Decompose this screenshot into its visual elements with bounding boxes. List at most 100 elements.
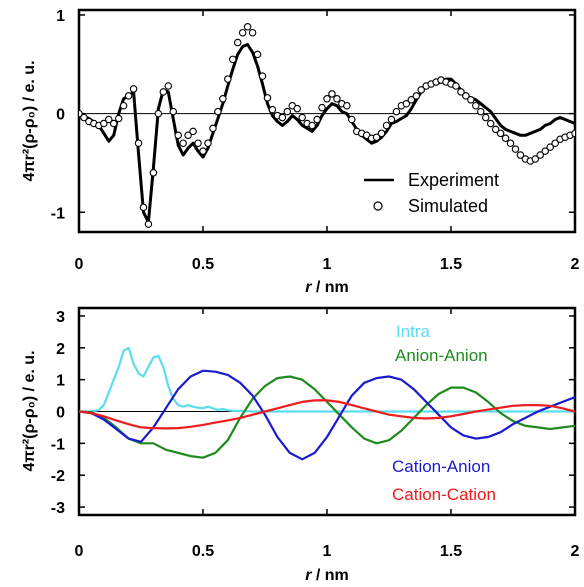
y-axis-title: 4πr²(ρ-ρ₀) / e. u. — [21, 60, 38, 181]
data-point-simulated — [114, 114, 123, 123]
data-point-simulated — [348, 115, 356, 124]
data-point-simulated — [402, 99, 411, 108]
series-line-cation-anion — [79, 369, 575, 461]
data-point-simulated — [541, 147, 549, 155]
data-point-simulated — [298, 113, 306, 122]
data-point-simulated — [129, 85, 138, 93]
y-tick-label: 1 — [56, 373, 65, 390]
data-point-simulated — [164, 82, 173, 90]
legend: Experiment Simulated — [364, 170, 499, 216]
data-point-simulated — [214, 107, 222, 116]
data-point-simulated — [511, 145, 520, 153]
data-point-simulated — [219, 95, 227, 103]
data-point-simulated — [551, 139, 559, 147]
data-point-simulated — [536, 151, 545, 159]
data-point-simulated — [159, 88, 168, 96]
x-tick-label: 0 — [75, 256, 84, 273]
data-point-simulated — [412, 92, 421, 100]
data-point-simulated — [407, 96, 416, 104]
x-tick-label: 2 — [571, 543, 580, 560]
y-axis-title: 4πr²(ρ-ρ₀) / e. u. — [21, 350, 38, 471]
data-point-simulated — [224, 75, 232, 83]
x-tick-label: 1 — [323, 256, 332, 273]
data-point-simulated — [486, 119, 495, 128]
x-tick-label: 0.5 — [192, 543, 214, 560]
data-point-simulated — [477, 107, 485, 116]
x-tick-label: 0.5 — [192, 256, 214, 273]
data-point-simulated — [149, 169, 158, 177]
x-tick-label: 1.5 — [440, 543, 462, 560]
data-point-simulated — [124, 92, 133, 100]
y-tick-label: 0 — [56, 107, 65, 124]
data-point-simulated — [546, 143, 554, 151]
data-point-simulated — [452, 82, 460, 90]
x-tick-label: 2 — [571, 256, 580, 273]
y-tick-label: 1 — [56, 8, 65, 25]
chart-panel-2: 0 0.5 1 1.5 2 -3 -2 -1 0 1 2 3 r / nm 4πr²(ρ-ρ₀) / e.… — [21, 306, 580, 584]
data-point-simulated — [481, 113, 490, 122]
data-point-simulated — [169, 107, 177, 116]
data-point-simulated — [328, 90, 336, 98]
data-point-simulated — [105, 115, 113, 124]
data-point-simulated — [293, 104, 301, 113]
y-tick-label: 3 — [56, 309, 65, 326]
data-point-simulated — [248, 28, 257, 37]
data-point-simulated — [194, 139, 202, 147]
data-point-simulated — [516, 151, 525, 159]
data-point-simulated — [392, 107, 401, 116]
data-point-simulated — [506, 139, 515, 147]
data-point-simulated — [100, 119, 108, 128]
data-point-simulated — [278, 113, 287, 122]
series-label: Anion-Anion — [395, 346, 488, 365]
data-point-simulated — [333, 95, 341, 103]
legend-marker-simulated — [373, 201, 383, 211]
x-tick-label: 1 — [323, 543, 332, 560]
data-point-simulated — [387, 115, 396, 124]
series-line-experiment — [79, 43, 575, 224]
data-point-simulated — [263, 94, 272, 102]
data-point-simulated — [233, 38, 242, 47]
y-tick-label: 0 — [56, 405, 65, 422]
data-point-simulated — [496, 129, 505, 138]
data-point-simulated — [258, 72, 267, 80]
x-tick-label: 0 — [75, 543, 84, 560]
data-point-simulated — [109, 119, 118, 128]
x-tick-label: 1.5 — [440, 256, 462, 273]
plot-frame — [77, 8, 577, 234]
data-point-simulated — [377, 129, 386, 138]
data-point-simulated — [531, 155, 540, 163]
series-label: Intra — [396, 322, 431, 341]
x-axis-title: r / nm — [305, 567, 349, 584]
series-label: Cation-Anion — [392, 457, 490, 476]
y-tick-label: -3 — [51, 500, 65, 517]
data-point-simulated — [179, 139, 187, 147]
y-tick-label: -2 — [51, 468, 65, 485]
data-point-simulated — [268, 105, 277, 114]
series-line-anion-anion — [79, 375, 575, 459]
data-point-simulated — [467, 96, 475, 104]
data-point-simulated — [571, 129, 575, 138]
y-tick-label: -1 — [51, 205, 65, 222]
x-axis-title: r / nm — [305, 279, 349, 296]
data-point-simulated — [238, 28, 247, 37]
y-tick-label: 2 — [56, 341, 65, 358]
data-point-simulated — [313, 115, 321, 124]
series-label: Cation-Cation — [392, 485, 496, 504]
data-point-simulated — [184, 131, 192, 140]
data-point-simulated — [417, 86, 425, 94]
series-simulated — [79, 23, 575, 228]
data-point-simulated — [323, 95, 331, 103]
y-tick-label: -1 — [51, 436, 65, 453]
data-point-simulated — [209, 124, 217, 133]
data-point-simulated — [308, 121, 316, 130]
series-line-cation-cation — [79, 399, 575, 430]
data-point-simulated — [318, 103, 326, 112]
data-point-simulated — [457, 88, 465, 96]
legend-label: Experiment — [408, 170, 499, 190]
legend-label: Simulated — [408, 196, 488, 216]
data-point-simulated — [462, 92, 470, 100]
data-point-simulated — [229, 55, 237, 64]
data-point-simulated — [199, 147, 207, 155]
